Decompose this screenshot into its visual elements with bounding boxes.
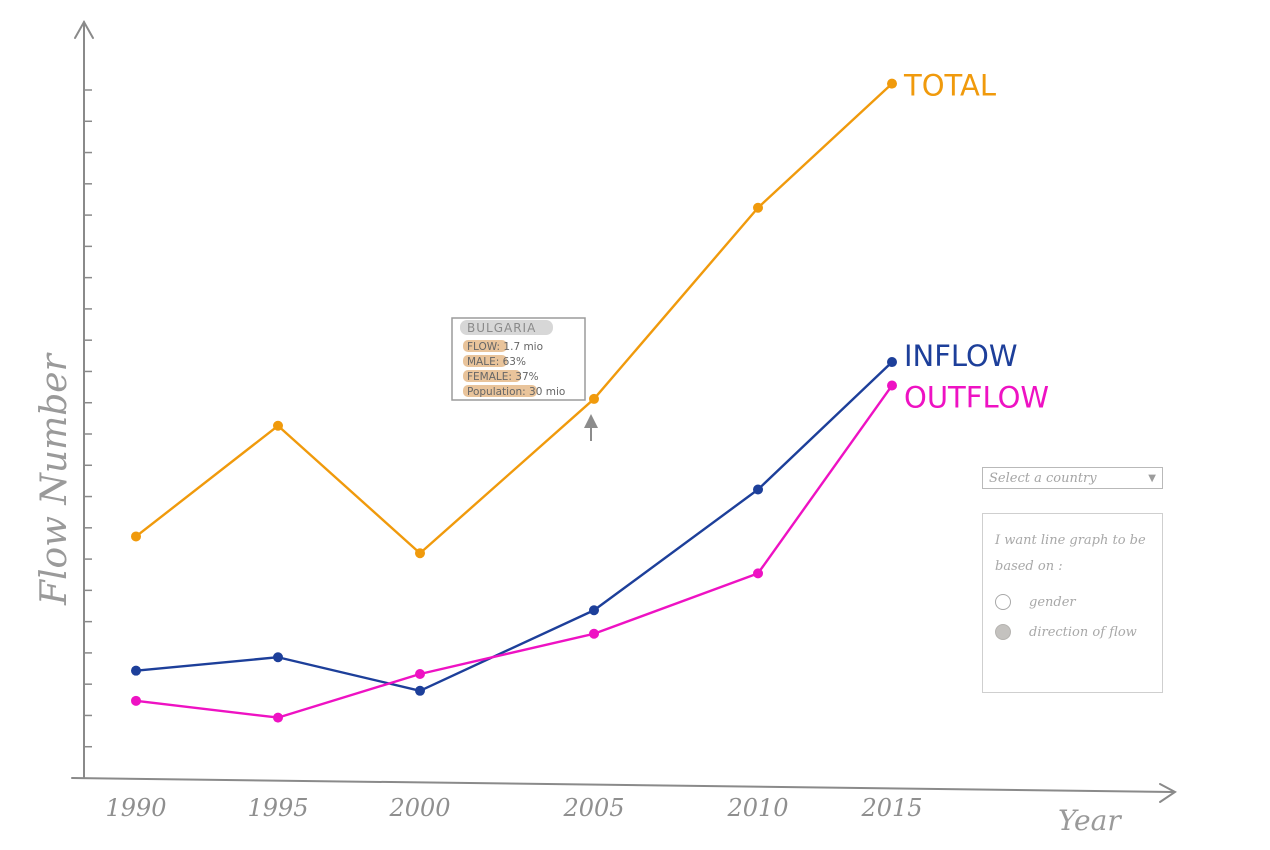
x-tick-label: 2000: [388, 794, 450, 822]
option-label: gender: [1029, 594, 1076, 610]
x-tick-label: 2010: [726, 794, 788, 822]
x-tick-label: 2005: [562, 794, 624, 822]
data-point[interactable]: [131, 695, 141, 706]
series-line: [134, 82, 894, 555]
country-select-label: Select a country: [989, 470, 1097, 486]
series-layer: TOTAL INFLOW OUTFLOW: [131, 69, 1049, 723]
graph-mode-panel: I want line graph to be based on : gende…: [982, 513, 1163, 693]
data-point[interactable]: [589, 605, 599, 616]
x-tick-labels: 1990 1995 2000 2005 2010 2015: [105, 794, 922, 822]
y-axis-arrow: [74, 19, 94, 39]
x-tick-label: 1990: [105, 794, 166, 822]
data-point[interactable]: [753, 568, 763, 579]
x-axis-title: Year: [1058, 804, 1122, 837]
country-select[interactable]: Select a country ▼: [982, 467, 1163, 489]
data-point[interactable]: [273, 420, 283, 431]
tooltip-row: Population: 30 mio: [467, 386, 565, 398]
graph-mode-question: I want line graph to be based on :: [995, 533, 1146, 574]
series-line: [134, 384, 894, 719]
tooltip-key-highlight: [463, 370, 521, 382]
option-direction-of-flow[interactable]: direction of flow: [995, 624, 1154, 640]
data-point[interactable]: [887, 380, 897, 391]
data-point[interactable]: [753, 202, 763, 213]
data-point[interactable]: [415, 685, 425, 696]
x-axis-line: [71, 777, 1174, 793]
series-line: [134, 360, 894, 692]
data-point[interactable]: [273, 712, 283, 723]
x-axis: [71, 777, 1177, 803]
data-point[interactable]: [415, 548, 425, 559]
data-point[interactable]: [887, 78, 897, 89]
cursor-arrow-icon: [584, 414, 598, 441]
data-point[interactable]: [589, 393, 599, 404]
option-label: direction of flow: [1029, 624, 1137, 640]
series-label: OUTFLOW: [904, 381, 1049, 415]
tooltip-row: FLOW: 1.7 mio: [467, 341, 543, 353]
series-total: TOTAL: [131, 69, 996, 559]
series-label: INFLOW: [904, 339, 1018, 373]
data-point[interactable]: [131, 531, 141, 542]
y-axis-ticks: [84, 89, 92, 748]
x-axis-arrow: [1159, 783, 1177, 803]
tooltip-title: BULGARIA: [467, 321, 536, 335]
data-point[interactable]: [753, 484, 763, 495]
data-point[interactable]: [887, 357, 897, 368]
tooltip-title-highlight: [460, 320, 553, 335]
tooltip-key-highlight: [463, 355, 507, 367]
y-axis: [74, 19, 94, 779]
data-point[interactable]: [273, 652, 283, 663]
series-label: TOTAL: [903, 69, 996, 103]
radio-button-checked[interactable]: [995, 624, 1011, 640]
tooltip-key-highlight: [463, 340, 507, 352]
y-axis-title: Flow Number: [34, 352, 75, 606]
chevron-down-icon: ▼: [1148, 472, 1156, 484]
data-point[interactable]: [589, 628, 599, 639]
data-point[interactable]: [415, 669, 425, 680]
x-tick-label: 2015: [860, 794, 922, 822]
tooltip-row: FEMALE: 37%: [467, 371, 539, 383]
data-point[interactable]: [131, 665, 141, 676]
country-tooltip: BULGARIA FLOW: 1.7 mio MALE: 63% FEMALE:…: [451, 317, 586, 401]
option-gender[interactable]: gender: [995, 594, 1154, 610]
x-tick-label: 1995: [247, 794, 308, 822]
tooltip-row: MALE: 63%: [467, 356, 526, 368]
tooltip-key-highlight: [463, 385, 537, 397]
series-outflow: OUTFLOW: [131, 380, 1049, 723]
series-inflow: INFLOW: [131, 339, 1018, 696]
radio-button[interactable]: [995, 594, 1011, 610]
